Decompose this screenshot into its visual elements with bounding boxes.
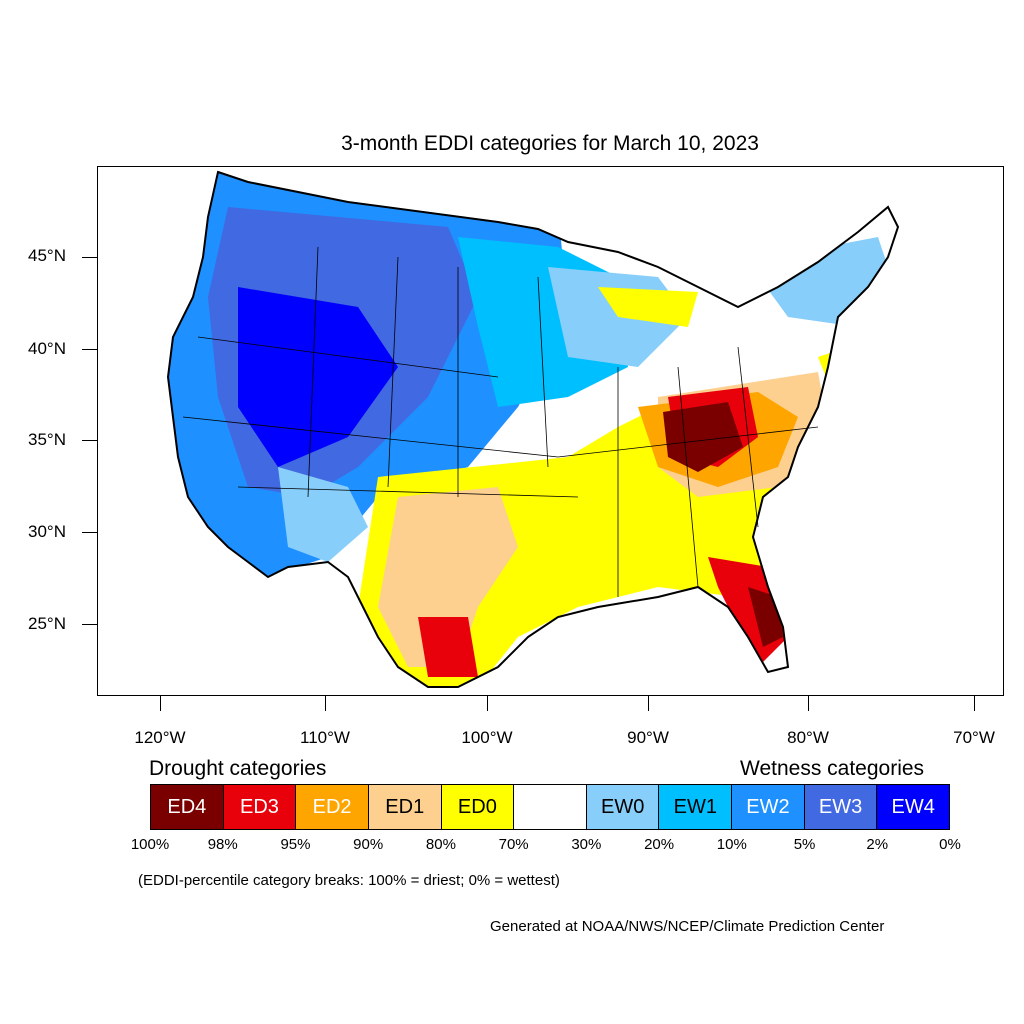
lon-label: 120°W: [134, 728, 186, 747]
percentile-break-label: 95%: [280, 836, 311, 853]
percentile-break-label: 80%: [425, 836, 456, 853]
percentile-break-label: 90%: [353, 836, 384, 853]
legend-swatch-label: EW2: [746, 795, 790, 818]
legend-swatch-label: EW4: [891, 795, 935, 818]
legend-swatch: EW2: [732, 785, 805, 829]
legend-swatch: ED1: [368, 785, 442, 829]
eddi-field: [168, 172, 898, 687]
legend-swatch-label: ED2: [312, 795, 352, 818]
lat-label: 35°N: [28, 430, 66, 449]
map-canvas: [166, 170, 900, 688]
legend-swatch-label: EW1: [673, 795, 717, 818]
legend-swatch: EW4: [877, 785, 950, 829]
lat-label: 40°N: [28, 339, 66, 358]
lon-label: 70°W: [953, 728, 995, 747]
category-legend: ED4 ED3 ED2 ED1 ED0 EW0 EW1 EW2 EW3 EW4: [150, 784, 950, 830]
lat-label: 45°N: [28, 246, 66, 265]
legend-swatch-label: EW3: [818, 795, 863, 818]
percentile-break-label: 30%: [571, 836, 602, 853]
drought-heading: Drought categories: [149, 757, 327, 780]
legend-swatch: EW3: [804, 785, 878, 829]
lat-label: 30°N: [28, 522, 66, 541]
legend-swatch: EW1: [659, 785, 733, 829]
percentile-break-label: 100%: [130, 836, 170, 853]
percentile-break-label: 70%: [498, 836, 529, 853]
percentile-break-label: 2%: [866, 836, 889, 853]
lon-label: 80°W: [787, 728, 829, 747]
percentile-break-label: 5%: [793, 836, 816, 853]
lon-label: 90°W: [627, 728, 669, 747]
legend-swatch-label: EW0: [600, 795, 645, 818]
state-boundaries: [182, 246, 819, 597]
legend-swatch: ED3: [223, 785, 297, 829]
map-title: 3-month EDDI categories for March 10, 20…: [341, 132, 759, 155]
credit-line: Generated at NOAA/NWS/NCEP/Climate Predi…: [490, 918, 885, 935]
wetness-heading: Wetness categories: [740, 757, 925, 780]
legend-swatch: EW0: [586, 785, 660, 829]
break-note: (EDDI-percentile category breaks: 100% =…: [138, 872, 560, 889]
legend-swatch-label: ED0: [457, 795, 497, 818]
legend-swatch: ED0: [441, 785, 515, 829]
lon-label: 110°W: [300, 728, 350, 747]
legend-swatch-label: ED4: [167, 795, 207, 818]
legend-swatch-label: ED3: [240, 795, 279, 818]
map-frame: [97, 166, 1004, 696]
legend-swatch-label: ED1: [385, 795, 425, 818]
legend-swatch: ED4: [151, 785, 224, 829]
percentile-break-label: 0%: [939, 836, 961, 853]
percentile-break-label: 10%: [716, 836, 747, 853]
coastline: [166, 170, 900, 688]
percentile-break-label: 98%: [207, 836, 238, 853]
legend-swatch: ED2: [296, 785, 369, 829]
percentile-break-label: 20%: [644, 836, 675, 853]
lon-label: 100°W: [461, 728, 513, 747]
legend-swatch: [514, 785, 587, 829]
lat-label: 25°N: [28, 614, 66, 633]
